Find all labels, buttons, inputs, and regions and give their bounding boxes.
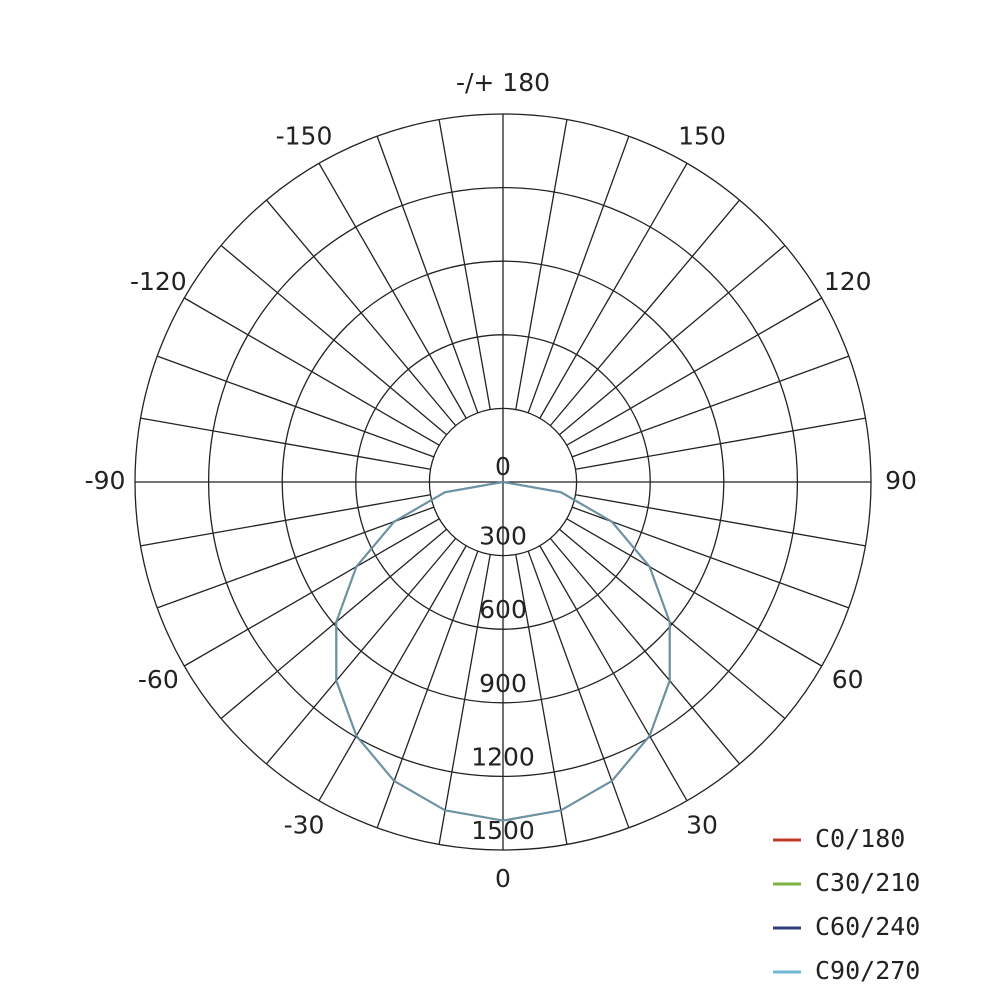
r-tick-label: 1500 xyxy=(471,816,535,845)
ring-grid-line xyxy=(281,260,725,704)
r-tick-label: 900 xyxy=(479,669,527,698)
series-curve xyxy=(335,481,504,822)
angle-label: 150 xyxy=(678,121,726,150)
ring-grid-line xyxy=(428,407,578,557)
legend-label: C90/270 xyxy=(815,956,920,985)
ring-grid-line xyxy=(355,334,651,630)
angle-label: 60 xyxy=(832,665,864,694)
angle-label: -90 xyxy=(85,466,126,495)
angle-label: -120 xyxy=(130,267,187,296)
angle-label: -150 xyxy=(276,121,333,150)
angle-label: 30 xyxy=(686,811,718,840)
r-tick-label: 600 xyxy=(479,595,527,624)
legend-label: C0/180 xyxy=(815,824,905,853)
r-tick-label: 0 xyxy=(495,452,511,481)
legend-label: C30/210 xyxy=(815,868,920,897)
legend-label: C60/240 xyxy=(815,912,920,941)
r-tick-label: 1200 xyxy=(471,742,535,771)
ring-grid-line xyxy=(207,186,799,778)
angle-label: 120 xyxy=(824,267,872,296)
ring-grid-line xyxy=(134,113,872,851)
angle-label: -/+ 180 xyxy=(456,68,550,97)
angle-label: -60 xyxy=(138,665,179,694)
angle-label: -30 xyxy=(284,811,325,840)
series-curve xyxy=(502,481,671,822)
angle-label: 90 xyxy=(885,466,917,495)
angle-label: 0 xyxy=(495,864,511,893)
r-tick-label: 300 xyxy=(479,522,527,551)
